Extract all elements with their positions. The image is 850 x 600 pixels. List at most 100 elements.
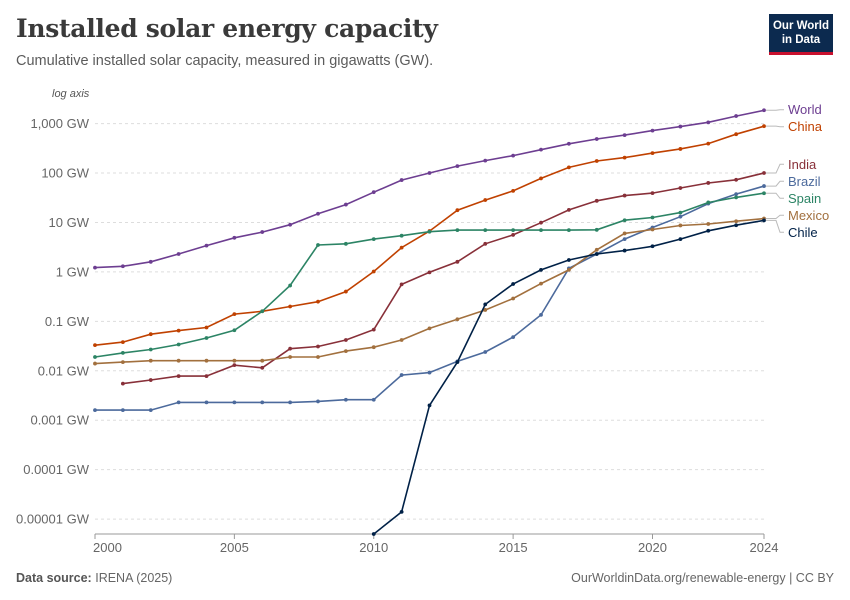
- data-point-brazil: [678, 214, 683, 219]
- data-point-india: [427, 270, 432, 275]
- data-point-india: [288, 346, 293, 351]
- data-point-chile: [734, 223, 739, 228]
- x-tick-label: 2015: [499, 540, 528, 555]
- series-label-chile: Chile: [788, 225, 818, 240]
- data-point-india: [260, 365, 265, 370]
- data-point-brazil: [371, 397, 376, 402]
- series-label-brazil: Brazil: [788, 174, 821, 189]
- data-point-world: [232, 235, 237, 240]
- data-point-mexico: [427, 326, 432, 331]
- label-connector-world: [766, 109, 784, 111]
- logo-line-1: Our World: [772, 20, 829, 32]
- data-point-world: [260, 230, 265, 234]
- data-point-spain: [371, 237, 376, 242]
- data-point-world: [566, 141, 571, 146]
- data-point-brazil: [399, 373, 404, 377]
- data-point-world: [511, 153, 516, 158]
- data-point-world: [455, 164, 460, 169]
- y-tick-label: 1,000 GW: [30, 116, 89, 131]
- data-point-brazil: [93, 408, 97, 413]
- data-point-brazil: [120, 408, 125, 413]
- data-point-india: [343, 338, 348, 342]
- data-point-chile: [706, 228, 711, 233]
- label-connector-brazil: [766, 180, 784, 187]
- data-point-world: [204, 243, 209, 248]
- data-point-spain: [93, 355, 97, 359]
- data-point-spain: [539, 228, 543, 233]
- data-point-china: [650, 151, 655, 155]
- data-point-world: [371, 190, 376, 195]
- data-point-china: [511, 189, 516, 193]
- data-point-mexico: [316, 355, 320, 359]
- x-tick-label: 2010: [359, 540, 388, 555]
- data-point-mexico: [650, 227, 655, 232]
- data-point-brazil: [176, 400, 181, 405]
- data-point-mexico: [706, 222, 711, 226]
- data-point-spain: [455, 228, 460, 233]
- data-point-india: [650, 191, 655, 196]
- data-point-chile: [678, 237, 683, 242]
- data-point-mexico: [594, 247, 599, 252]
- data-point-mexico: [622, 231, 627, 236]
- data-point-spain: [316, 243, 320, 247]
- data-point-china: [399, 245, 404, 250]
- chart-title: Installed solar energy capacity: [16, 14, 438, 43]
- data-point-china: [734, 132, 739, 137]
- data-point-india: [566, 207, 571, 212]
- data-point-spain: [343, 241, 348, 246]
- data-point-india: [399, 282, 404, 287]
- data-point-india: [594, 198, 599, 203]
- data-point-china: [594, 159, 599, 163]
- data-point-chile: [566, 258, 571, 262]
- data-point-world: [734, 114, 739, 118]
- data-point-chile: [511, 282, 516, 286]
- data-point-india: [204, 374, 209, 379]
- data-point-india: [706, 181, 711, 185]
- data-point-world: [650, 128, 655, 133]
- data-point-world: [343, 202, 348, 207]
- data-point-china: [120, 340, 125, 345]
- data-point-india: [232, 363, 237, 368]
- owid-logo[interactable]: Our World in Data: [769, 14, 833, 55]
- data-point-chile: [650, 244, 655, 249]
- y-tick-label: 1 GW: [56, 264, 90, 279]
- data-point-china: [706, 141, 711, 146]
- data-point-world: [622, 133, 627, 138]
- data-point-mexico: [734, 219, 739, 224]
- y-tick-label: 10 GW: [49, 215, 90, 230]
- data-point-india: [120, 381, 125, 386]
- footer-url[interactable]: OurWorldinData.org/renewable-energy | CC…: [571, 571, 834, 585]
- series-label-india: India: [788, 157, 817, 172]
- data-point-spain: [288, 283, 293, 288]
- series-label-mexico: Mexico: [788, 208, 829, 223]
- data-point-spain: [483, 228, 488, 233]
- data-point-mexico: [260, 358, 265, 363]
- x-tick-label: 2005: [220, 540, 249, 555]
- data-point-spain: [650, 215, 655, 220]
- series-line-spain: [94, 192, 765, 358]
- data-point-mexico: [483, 308, 488, 312]
- data-point-world: [399, 178, 404, 182]
- log-axis-note: log axis: [52, 88, 90, 100]
- data-point-mexico: [455, 317, 460, 322]
- data-point-chile: [371, 532, 376, 536]
- data-point-chile: [539, 267, 543, 272]
- data-point-chile: [594, 252, 599, 256]
- data-point-india: [483, 241, 488, 246]
- x-tick-label: 2000: [93, 540, 122, 555]
- data-point-mexico: [566, 267, 571, 272]
- data-point-brazil: [511, 335, 516, 340]
- data-point-chile: [762, 218, 766, 223]
- data-point-mexico: [511, 296, 516, 301]
- data-point-spain: [204, 336, 209, 340]
- data-source-value[interactable]: IRENA (2025): [95, 571, 173, 585]
- data-point-india: [316, 344, 320, 349]
- data-point-spain: [706, 200, 711, 205]
- line-chart: log axis 1,000 GW 100 GW 10 GW 1 GW 0.1 GW 0.0…: [16, 88, 829, 555]
- data-point-world: [93, 265, 97, 270]
- data-point-china: [622, 155, 627, 160]
- x-tick-label: 2020: [638, 540, 667, 555]
- data-point-brazil: [734, 192, 739, 197]
- data-point-brazil: [316, 399, 320, 404]
- data-point-brazil: [483, 350, 488, 354]
